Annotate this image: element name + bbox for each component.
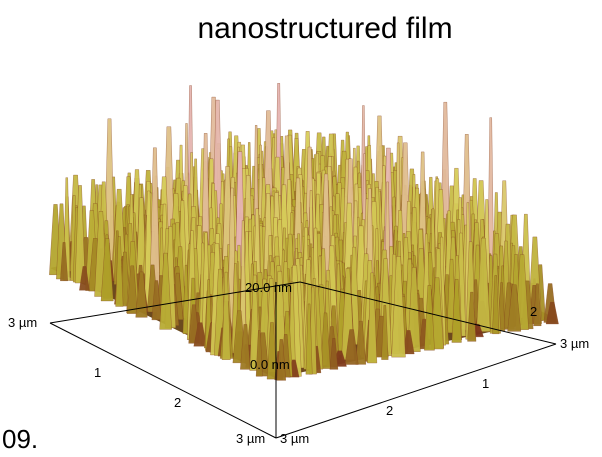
- left-tick: 1: [94, 365, 101, 380]
- left-axis-end: 3 µm: [8, 315, 37, 330]
- z-top: 20.0 nm: [245, 280, 292, 295]
- back-tick: 2: [530, 304, 537, 319]
- afm-figure: nanostructured film 3 µm 1 2 3 µm 3 µm 2…: [0, 0, 602, 457]
- right-tick: 2: [386, 403, 393, 418]
- left-tick: 2: [174, 395, 181, 410]
- z-bottom: 0.0 nm: [250, 357, 290, 372]
- title: nanostructured film: [197, 12, 452, 45]
- right-axis-end: 3 µm: [560, 336, 589, 351]
- surface: [49, 83, 558, 380]
- right-tick: 1: [482, 376, 489, 391]
- right-corner: 3 µm: [280, 431, 309, 446]
- left-corner: 3 µm: [236, 431, 265, 446]
- page: nanostructured film 3 µm 1 2 3 µm 3 µm 2…: [0, 0, 602, 457]
- text-fragment: 09.: [2, 424, 38, 454]
